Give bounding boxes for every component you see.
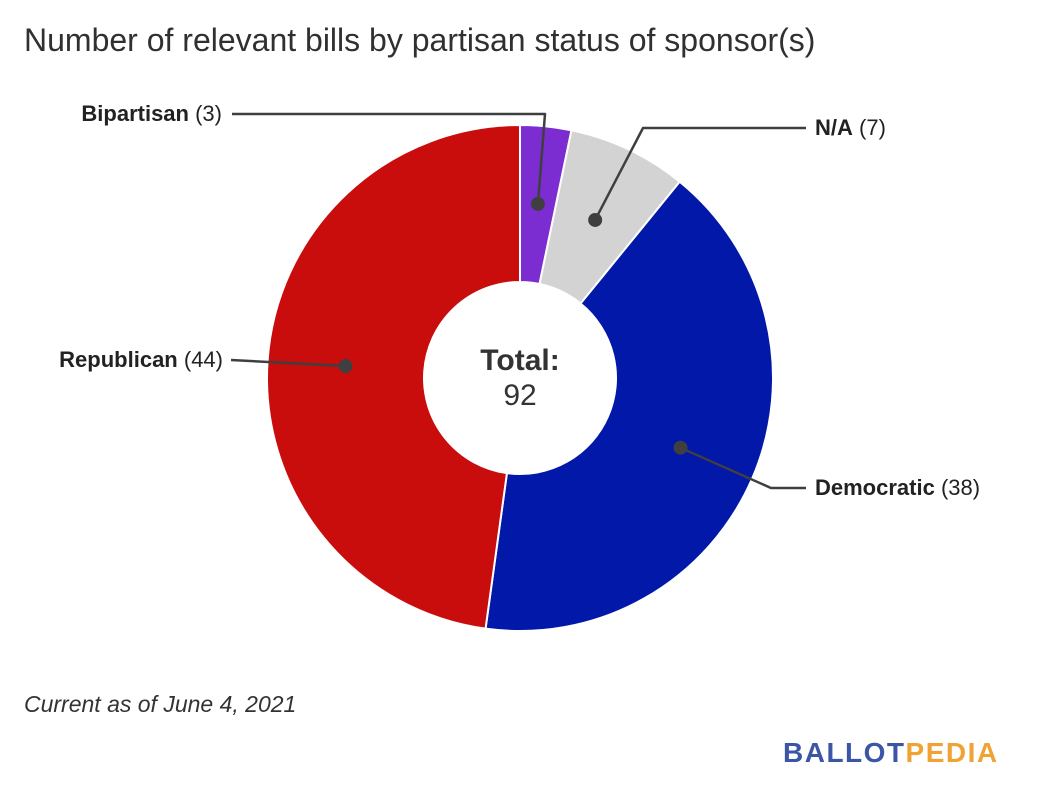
- label-democratic: Democratic (38): [815, 475, 980, 501]
- label-na-name: N/A: [815, 115, 853, 140]
- leader-dot-republican: [338, 359, 353, 374]
- leader-line-democratic: [680, 446, 806, 490]
- label-democratic-count: (38): [940, 475, 981, 500]
- label-bipartisan-count: (3): [195, 101, 222, 126]
- label-bipartisan-name: Bipartisan: [81, 101, 189, 126]
- total-label: Total:: [480, 344, 560, 377]
- slice-republican: [266, 123, 521, 630]
- leader-line-bipartisan: [232, 112, 547, 205]
- label-na: N/A (7): [815, 115, 886, 141]
- label-democratic-name: Democratic: [815, 475, 935, 500]
- logo-pedia: PEDIA: [905, 737, 999, 768]
- label-republican: Republican (44): [59, 347, 223, 373]
- chart-title: Number of relevant bills by partisan sta…: [24, 22, 816, 58]
- leader-dot-democratic: [673, 440, 688, 455]
- label-na-count: (7): [859, 115, 886, 140]
- current-as-of-note: Current as of June 4, 2021: [24, 691, 297, 717]
- ballotpedia-logo[interactable]: BALLOTPEDIA: [783, 737, 999, 769]
- leader-line-republican: [230, 358, 346, 368]
- donut-center-total: Total: 92: [420, 343, 620, 413]
- leader-dot-n-a: [588, 212, 603, 227]
- slice-democratic: [484, 180, 774, 632]
- label-bipartisan: Bipartisan (3): [81, 101, 222, 127]
- leader-dot-bipartisan: [530, 196, 545, 211]
- total-value: 92: [503, 379, 537, 412]
- logo-ballot: BALLOT: [783, 737, 906, 768]
- label-republican-name: Republican: [59, 347, 178, 372]
- leader-line-n-a: [594, 126, 806, 221]
- label-republican-count: (44): [183, 347, 223, 372]
